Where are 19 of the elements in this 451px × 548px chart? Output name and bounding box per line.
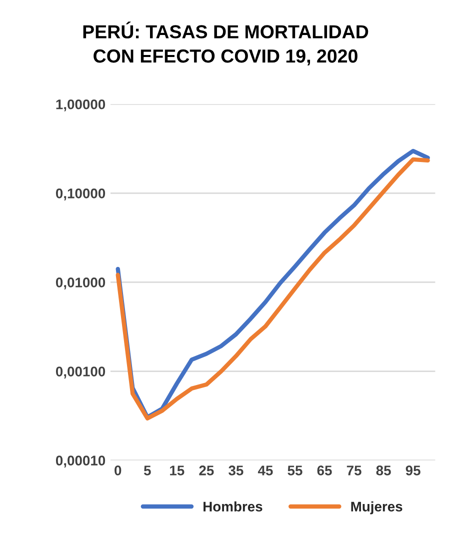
x-tick-label: 95 bbox=[406, 466, 420, 476]
chart-title: PERÚ: TASAS DE MORTALIDAD CON EFECTO COVID 19, 2020 bbox=[83, 22, 368, 66]
x-tick-label: 55 bbox=[288, 466, 302, 476]
legend-label: Hombres bbox=[204, 501, 262, 512]
y-tick-label: 1,00000 bbox=[56, 99, 106, 112]
y-tick-label: 0,00010 bbox=[56, 456, 106, 468]
x-tick-label: 5 bbox=[144, 466, 151, 476]
legend-label: Mujeres bbox=[351, 501, 402, 514]
x-tick-label: 25 bbox=[199, 466, 214, 476]
x-tick-label: 45 bbox=[258, 466, 273, 476]
x-tick-label: 85 bbox=[376, 466, 391, 476]
x-tick-label: 35 bbox=[228, 466, 244, 476]
y-tick-label: 0,00100 bbox=[56, 366, 106, 378]
x-tick-label: 75 bbox=[346, 466, 362, 476]
y-tick-label: 0,10000 bbox=[56, 188, 106, 200]
x-tick-label: 0 bbox=[114, 466, 122, 476]
x-tick-label: 65 bbox=[317, 466, 332, 476]
x-tick-label: 15 bbox=[170, 466, 184, 476]
y-tick-label: 0,01000 bbox=[56, 278, 106, 290]
